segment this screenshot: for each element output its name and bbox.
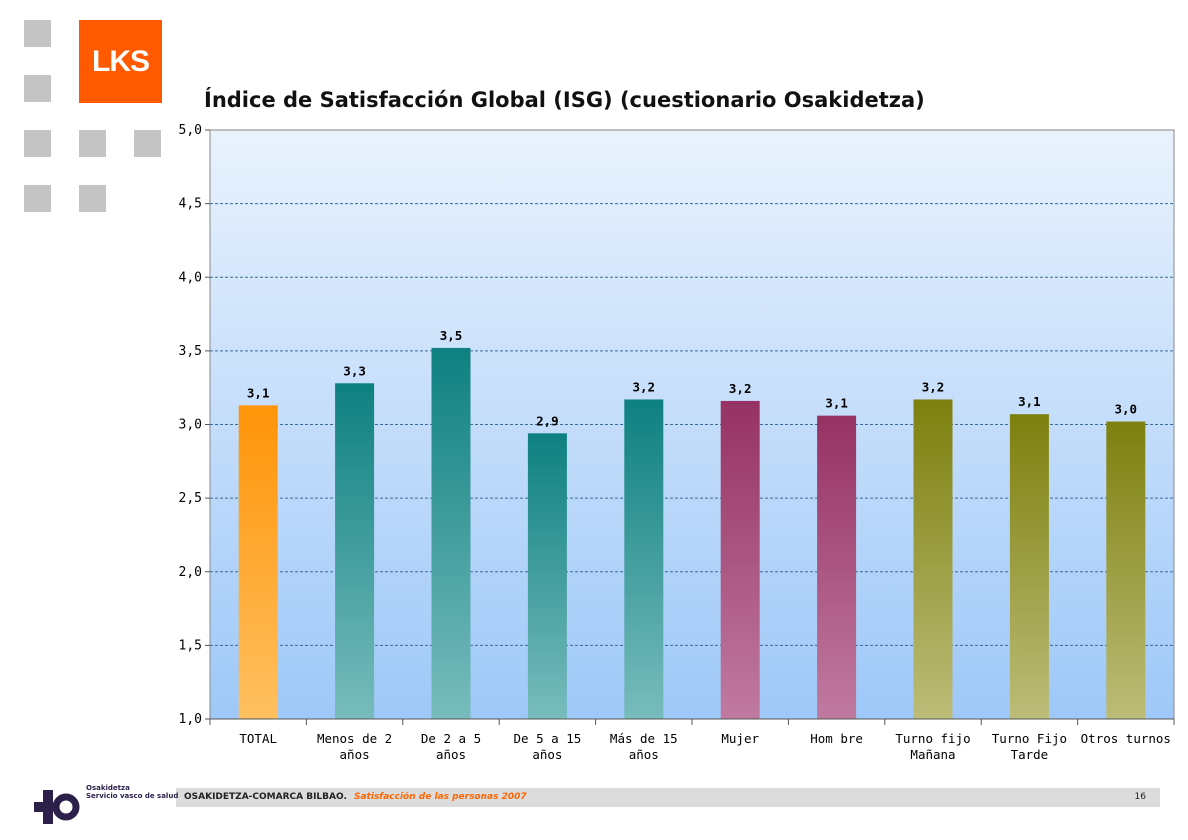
y-axis: 1,0 1,5 2,0 2,5 3,0 3,5 4,0 4,5 5,0 <box>179 123 210 727</box>
footer-organization: OSAKIDETZA-COMARCA BILBAO. Satisfacción … <box>184 788 527 807</box>
y-tick-label: 2,0 <box>179 565 202 580</box>
x-tick-label: años <box>340 747 370 762</box>
data-label: 3,2 <box>922 379 945 394</box>
bar <box>527 433 567 719</box>
bars <box>238 347 1146 719</box>
partner-line1: Osakidetza <box>86 784 130 792</box>
decor-square <box>79 130 106 157</box>
page-number: 16 <box>1134 792 1146 802</box>
data-label: 3,0 <box>1115 402 1138 417</box>
y-tick-label: 3,5 <box>179 344 202 359</box>
bar <box>335 383 375 719</box>
y-tick-label: 2,5 <box>179 491 202 506</box>
footer-bar: OSAKIDETZA-COMARCA BILBAO. Satisfacción … <box>176 788 1160 807</box>
bar <box>431 347 471 719</box>
bar <box>1106 421 1146 719</box>
data-labels: 3,1 3,3 3,5 2,9 3,2 3,2 3,1 3,2 3,1 3,0 <box>247 328 1137 428</box>
x-tick-label: Turno fijo <box>895 731 970 746</box>
x-tick-label: Mujer <box>721 731 759 746</box>
x-tick-label: años <box>436 747 466 762</box>
decor-square <box>24 130 51 157</box>
x-tick-label: años <box>629 747 659 762</box>
y-tick-label: 1,0 <box>179 712 202 727</box>
y-tick-label: 4,0 <box>179 270 202 285</box>
data-label: 3,2 <box>729 381 752 396</box>
x-tick-label: Hom bre <box>810 731 863 746</box>
y-tick-label: 3,0 <box>179 418 202 433</box>
x-tick-label: De 2 a 5 <box>421 731 481 746</box>
partner-line2: Servicio vasco de salud <box>86 792 179 800</box>
bar <box>624 399 664 719</box>
bar <box>238 405 278 719</box>
data-label: 3,1 <box>825 396 848 411</box>
bar-chart: 1,0 1,5 2,0 2,5 3,0 3,5 4,0 4,5 5,0 3,1 3,3 3,5 2,9… <box>179 123 1175 762</box>
osakidetza-logo-icon <box>34 790 80 824</box>
x-tick-label: De 5 a 15 <box>514 731 582 746</box>
x-tick-label: Mañana <box>910 747 955 762</box>
x-tick-label: Otros turnos <box>1081 731 1171 746</box>
data-label: 3,1 <box>1018 394 1041 409</box>
x-tick-label: Menos de 2 <box>317 731 392 746</box>
data-label: 3,5 <box>440 328 463 343</box>
osakidetza-name: Osakidetza Servicio vasco de salud <box>86 784 178 800</box>
data-label: 3,3 <box>343 363 366 378</box>
decor-square <box>24 20 51 47</box>
decor-square <box>24 185 51 212</box>
decor-square <box>134 130 161 157</box>
bar <box>913 399 953 719</box>
bar <box>720 400 760 719</box>
lks-logo: LKS <box>79 20 162 103</box>
data-label: 2,9 <box>536 413 559 428</box>
x-tick-label: años <box>532 747 562 762</box>
footer-org-text: OSAKIDETZA-COMARCA BILBAO. <box>184 792 347 802</box>
y-tick-label: 5,0 <box>179 123 202 138</box>
decor-square <box>24 75 51 102</box>
decor-square <box>79 185 106 212</box>
chart-title: Índice de Satisfacción Global (ISG) (cue… <box>204 88 925 112</box>
x-tick-label: TOTAL <box>239 731 277 746</box>
x-tick-label: Turno Fijo <box>992 731 1067 746</box>
data-label: 3,2 <box>633 379 656 394</box>
y-tick-label: 4,5 <box>179 197 202 212</box>
x-tick-label: Más de 15 <box>610 731 678 746</box>
data-label: 3,1 <box>247 385 270 400</box>
x-tick-label: Tarde <box>1011 747 1049 762</box>
bar <box>817 415 857 719</box>
y-tick-label: 1,5 <box>179 638 202 653</box>
bar <box>1009 414 1049 719</box>
footer-subtitle: Satisfacción de las personas 2007 <box>354 792 527 802</box>
